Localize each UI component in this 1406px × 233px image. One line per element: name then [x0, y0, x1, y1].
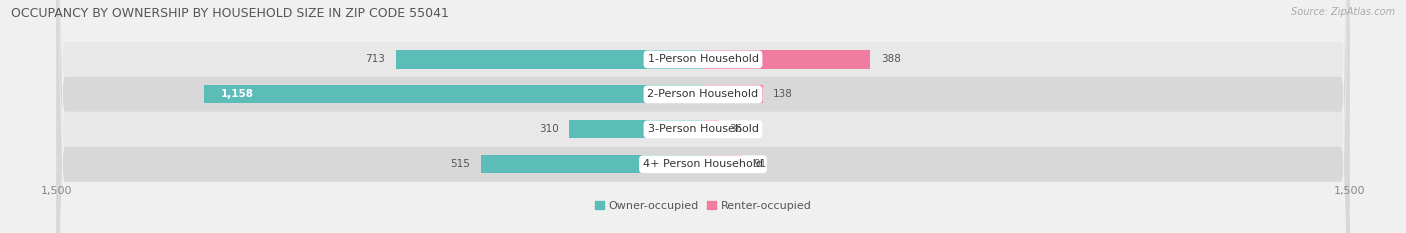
Bar [703, 155, 742, 173]
FancyBboxPatch shape [56, 0, 1350, 233]
Bar [569, 120, 703, 138]
Bar [703, 120, 718, 138]
Bar [703, 85, 762, 103]
Bar [204, 85, 703, 103]
Text: 1-Person Household: 1-Person Household [648, 55, 758, 64]
Text: OCCUPANCY BY OWNERSHIP BY HOUSEHOLD SIZE IN ZIP CODE 55041: OCCUPANCY BY OWNERSHIP BY HOUSEHOLD SIZE… [11, 7, 449, 20]
Text: 388: 388 [882, 55, 901, 64]
Legend: Owner-occupied, Renter-occupied: Owner-occupied, Renter-occupied [595, 201, 811, 211]
Text: 1,158: 1,158 [221, 89, 254, 99]
Text: 4+ Person Household: 4+ Person Household [643, 159, 763, 169]
Text: Source: ZipAtlas.com: Source: ZipAtlas.com [1291, 7, 1395, 17]
Bar [481, 155, 703, 173]
FancyBboxPatch shape [56, 0, 1350, 233]
FancyBboxPatch shape [56, 0, 1350, 233]
Text: 310: 310 [538, 124, 558, 134]
Text: 91: 91 [754, 159, 766, 169]
Text: 36: 36 [730, 124, 742, 134]
Text: 3-Person Household: 3-Person Household [648, 124, 758, 134]
Text: 515: 515 [450, 159, 470, 169]
Text: 713: 713 [366, 55, 385, 64]
Text: 138: 138 [773, 89, 793, 99]
Bar [703, 50, 870, 69]
Bar [395, 50, 703, 69]
Text: 2-Person Household: 2-Person Household [647, 89, 759, 99]
FancyBboxPatch shape [56, 0, 1350, 233]
